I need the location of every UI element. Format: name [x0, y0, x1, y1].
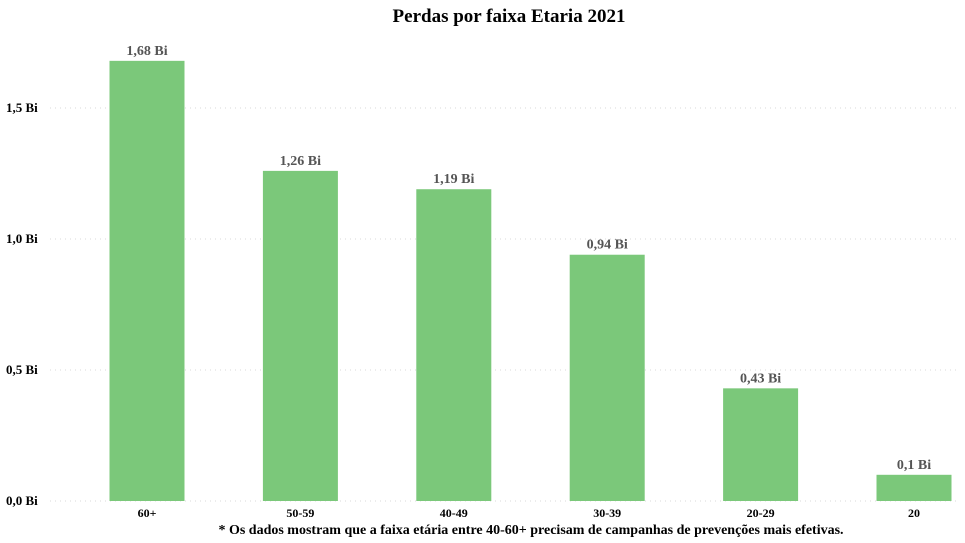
- x-tick-label: 40-49: [440, 506, 468, 520]
- footnote: * Os dados mostram que a faixa etária en…: [218, 523, 843, 538]
- y-tick-label: 0,5 Bi: [6, 362, 38, 377]
- data-label: 0,43 Bi: [740, 371, 781, 386]
- chart-title: Perdas por faixa Etaria 2021: [393, 6, 626, 27]
- y-axis-ticks: 0,0 Bi 0,5 Bi 1,0 Bi 1,5 Bi: [6, 100, 38, 508]
- data-label: 0,1 Bi: [897, 458, 931, 473]
- gridlines: [50, 107, 960, 502]
- bar: [109, 60, 185, 502]
- data-label: 0,94 Bi: [587, 238, 628, 253]
- x-tick-label: 30-39: [593, 506, 621, 520]
- y-tick-label: 1,5 Bi: [6, 100, 38, 115]
- x-tick-label: 60+: [138, 506, 157, 520]
- bar: [876, 474, 952, 501]
- x-tick-label: 50-59: [286, 506, 314, 520]
- bar: [569, 254, 645, 501]
- bar: [723, 388, 799, 501]
- y-tick-label: 0,0 Bi: [6, 493, 38, 508]
- data-labels: 1,68 Bi 1,26 Bi 1,19 Bi 0,94 Bi 0,43 Bi 0,1 B…: [126, 44, 931, 473]
- bars: [109, 60, 952, 502]
- bar: [262, 170, 338, 501]
- y-tick-label: 1,0 Bi: [6, 231, 38, 246]
- x-tick-label: 20-29: [747, 506, 775, 520]
- bar: [416, 189, 492, 501]
- data-label: 1,68 Bi: [126, 44, 167, 59]
- data-label: 1,26 Bi: [280, 154, 321, 169]
- x-axis-ticks: 60+ 50-59 40-49 30-39 20-29 20: [138, 506, 920, 520]
- data-label: 1,19 Bi: [433, 172, 474, 187]
- x-tick-label: 20: [908, 506, 920, 520]
